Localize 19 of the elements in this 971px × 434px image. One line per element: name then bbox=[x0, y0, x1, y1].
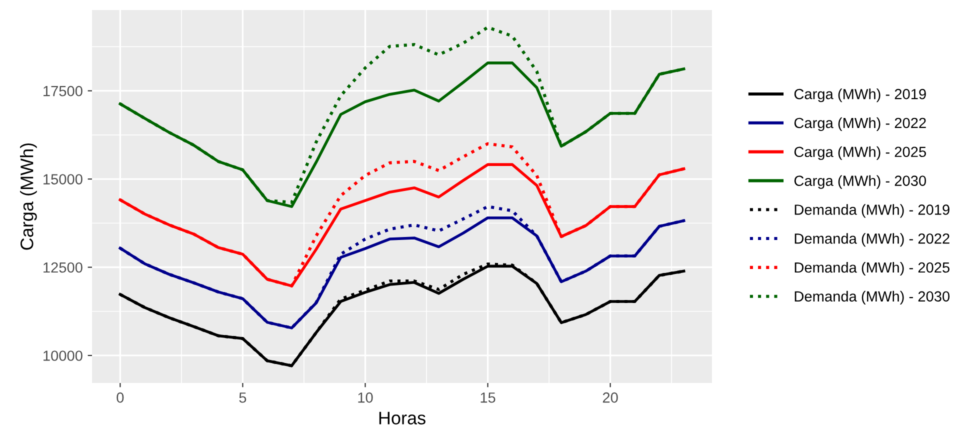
legend-label: Demanda (MWh) - 2030 bbox=[794, 290, 950, 304]
legend-label: Carga (MWh) - 2025 bbox=[794, 146, 926, 160]
x-tick-label: 5 bbox=[239, 392, 246, 403]
x-tick-label: 10 bbox=[358, 392, 373, 403]
x-axis-title: Horas bbox=[379, 412, 426, 424]
y-tick-label: 12500 bbox=[44, 262, 82, 273]
legend-label: Demanda (MWh) - 2022 bbox=[794, 233, 950, 247]
legend-label: Demanda (MWh) - 2025 bbox=[794, 262, 950, 276]
y-tick-label: 10000 bbox=[44, 350, 82, 361]
x-tick-label: 0 bbox=[116, 392, 124, 403]
y-axis-title: Carga (MWh) bbox=[20, 143, 37, 250]
x-tick-label: 15 bbox=[480, 392, 496, 403]
legend-label: Carga (MWh) - 2030 bbox=[794, 175, 926, 189]
y-tick-label: 15000 bbox=[44, 174, 82, 184]
x-tick-label: 20 bbox=[602, 392, 618, 403]
legend-label: Demanda (MWh) - 2019 bbox=[794, 204, 950, 218]
legend-label: Carga (MWh) - 2022 bbox=[794, 117, 926, 132]
legend-label: Carga (MWh) - 2019 bbox=[794, 88, 926, 102]
y-tick-label: 17500 bbox=[44, 86, 82, 96]
